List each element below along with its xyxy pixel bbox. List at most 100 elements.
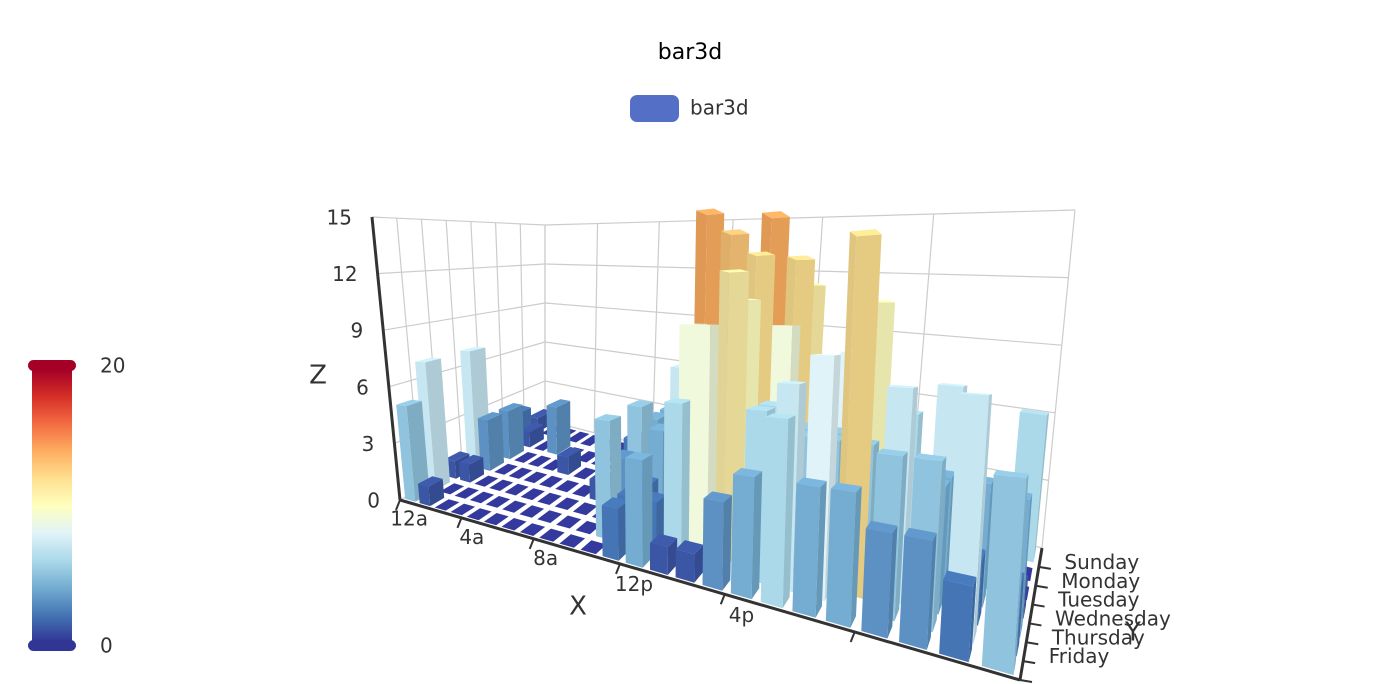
bar-top <box>519 523 546 536</box>
y-tick-label: Monday <box>1061 569 1140 593</box>
bar <box>477 412 504 471</box>
bar-face <box>663 401 683 561</box>
bar <box>650 533 678 575</box>
bar-face <box>782 415 796 609</box>
bar <box>546 399 571 455</box>
bar-face <box>642 454 653 568</box>
bar-top <box>440 483 465 495</box>
bar <box>572 502 598 516</box>
bar-top <box>573 467 597 480</box>
bar-face <box>556 401 571 455</box>
y-tick <box>1029 622 1042 627</box>
bar-face <box>973 394 993 644</box>
wall-grid-line <box>445 220 463 466</box>
y-tick-label: Wednesday <box>1055 607 1171 631</box>
bar <box>502 500 527 513</box>
bar <box>454 487 479 499</box>
bar-face <box>938 480 951 615</box>
visual-map-handle[interactable] <box>28 640 76 651</box>
visual-map-max: 20 <box>100 354 125 378</box>
bar-top <box>703 491 732 503</box>
x-tick <box>849 631 856 643</box>
bar-top <box>501 518 527 531</box>
bar-top <box>466 508 492 521</box>
bar <box>450 503 476 516</box>
bar <box>523 471 548 484</box>
bar-top <box>747 251 776 256</box>
bar-face <box>469 457 485 483</box>
bar-face <box>1013 473 1029 676</box>
bar <box>489 479 514 491</box>
bar-top <box>777 380 807 385</box>
bar-face <box>508 404 524 460</box>
bar-top <box>469 491 495 504</box>
bar-face <box>861 528 893 639</box>
y-tick-label: Friday <box>1049 644 1110 668</box>
bar-top <box>459 454 484 465</box>
wall-grid-line <box>593 223 599 433</box>
bar-face <box>428 478 445 507</box>
bar <box>415 357 450 491</box>
bar-face <box>1020 493 1033 638</box>
bar <box>537 492 562 505</box>
bar-face <box>418 483 431 507</box>
bar <box>485 496 511 508</box>
bar-face <box>1016 572 1025 657</box>
z-tick-label: 9 <box>350 319 363 343</box>
x-tick-label: 12a <box>390 507 428 531</box>
bar-top <box>796 477 827 487</box>
bar <box>501 518 527 531</box>
z-axis-name: Z <box>309 361 327 391</box>
bar-face <box>568 449 581 475</box>
bar-face <box>650 542 668 575</box>
bar-top <box>601 497 629 509</box>
bar-top <box>528 409 552 419</box>
bar-top <box>504 483 529 496</box>
bar <box>575 520 601 535</box>
legend-label[interactable]: bar3d <box>690 96 749 120</box>
bar <box>624 451 653 568</box>
bar <box>573 467 597 480</box>
bar-top <box>418 476 443 487</box>
bar-top <box>537 492 562 505</box>
bar-top <box>434 499 460 511</box>
bar <box>418 476 445 507</box>
y-tick <box>1026 641 1039 646</box>
bar-top <box>474 475 499 487</box>
axes: 0 3 6 9 12 15 12a 4a 8a 12p 4p FridayThursdayWednes… <box>327 206 1171 683</box>
bar <box>675 540 704 583</box>
bar-top <box>765 413 796 419</box>
bar-face <box>722 495 732 591</box>
bar-top <box>580 540 607 555</box>
bar-top <box>554 497 580 510</box>
bar <box>483 513 509 526</box>
bar-top <box>546 399 571 408</box>
bar-face <box>751 471 763 600</box>
bar-face <box>981 474 1027 676</box>
legend-swatch[interactable] <box>630 95 679 122</box>
bar-top <box>650 533 678 548</box>
bar-top <box>508 467 533 479</box>
x-tick <box>528 538 535 550</box>
z-tick-label: 3 <box>362 432 375 456</box>
bar <box>730 468 763 600</box>
bar <box>519 523 546 536</box>
wall-grid-line <box>494 222 505 443</box>
z-axis-line <box>370 216 402 501</box>
bar <box>559 534 586 548</box>
bar <box>469 491 495 504</box>
y-tick <box>1022 660 1036 665</box>
bar-face <box>887 525 898 639</box>
z-tick-label: 12 <box>332 262 357 286</box>
grid-line <box>377 263 546 275</box>
bar-face <box>624 457 643 568</box>
bar <box>601 497 629 561</box>
x-axis-name: X <box>569 592 587 622</box>
bar-top <box>594 414 621 421</box>
x-tick-label: 4a <box>459 525 484 549</box>
bar-top <box>485 496 511 508</box>
visual-map-handle[interactable] <box>28 360 76 371</box>
bar <box>580 540 607 555</box>
